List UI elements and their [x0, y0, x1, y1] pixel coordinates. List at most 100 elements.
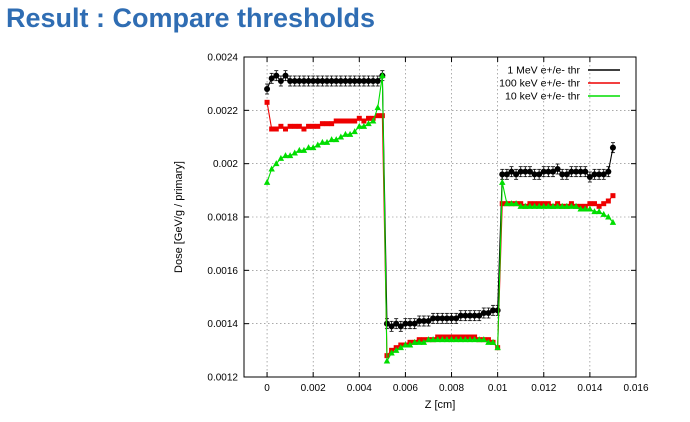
data-point — [480, 310, 487, 316]
series-3 — [263, 72, 617, 364]
data-point — [531, 202, 538, 209]
data-point — [323, 138, 331, 145]
data-point — [277, 78, 284, 84]
data-point — [609, 144, 616, 151]
y-tick-label: 0.0022 — [207, 106, 238, 117]
data-point — [508, 168, 515, 175]
data-point — [554, 166, 561, 172]
data-point — [485, 310, 492, 316]
data-point — [305, 78, 312, 84]
data-point — [535, 202, 543, 209]
data-point — [462, 336, 469, 343]
data-point — [568, 168, 575, 175]
data-point — [324, 121, 330, 127]
data-point — [264, 99, 270, 105]
y-tick-label: 0.0014 — [207, 319, 238, 330]
data-point — [374, 78, 381, 84]
data-point — [434, 336, 441, 343]
data-point — [512, 200, 520, 207]
y-tick-label: 0.0018 — [207, 213, 238, 224]
data-point — [310, 78, 317, 84]
data-point — [591, 208, 598, 215]
data-point — [577, 205, 584, 212]
chart-series — [263, 70, 617, 364]
x-tick-label: 0.006 — [393, 383, 418, 394]
data-point — [361, 118, 367, 124]
data-point — [388, 323, 395, 330]
data-point — [356, 78, 363, 84]
data-point — [540, 168, 547, 175]
data-point — [411, 320, 418, 327]
data-point — [609, 218, 617, 225]
data-point — [291, 149, 298, 156]
data-point — [457, 336, 464, 343]
x-tick-label: 0.004 — [347, 383, 372, 394]
data-point — [360, 78, 367, 84]
data-point — [476, 312, 483, 319]
data-point — [610, 193, 616, 199]
data-point — [522, 168, 529, 175]
data-point — [531, 171, 538, 178]
data-point — [577, 168, 584, 175]
data-point — [310, 123, 316, 129]
data-point — [568, 202, 575, 209]
data-point — [346, 130, 354, 137]
data-point — [545, 168, 552, 175]
data-point — [536, 171, 543, 178]
data-point — [499, 201, 505, 207]
data-point — [416, 318, 423, 324]
data-point — [494, 307, 501, 314]
data-point — [503, 200, 511, 207]
data-point — [286, 152, 294, 159]
series-line — [266, 74, 614, 327]
data-point — [388, 349, 395, 356]
data-point — [526, 168, 533, 175]
data-point — [457, 312, 464, 319]
x-tick-label: 0 — [264, 383, 270, 394]
series-1 — [264, 70, 616, 332]
data-point — [324, 78, 331, 84]
data-point — [443, 336, 451, 343]
data-point — [420, 338, 428, 345]
data-point — [296, 146, 303, 153]
data-point — [328, 78, 335, 84]
data-point — [554, 202, 561, 209]
data-point — [306, 123, 312, 129]
data-point — [347, 118, 353, 124]
data-point — [337, 78, 344, 84]
data-point — [383, 357, 391, 364]
data-point — [508, 200, 515, 207]
data-point — [572, 202, 580, 209]
data-point — [287, 78, 294, 84]
data-point — [549, 168, 556, 175]
data-point — [420, 318, 427, 324]
x-axis-label: Z [cm] — [425, 399, 456, 411]
x-tick-label: 0.016 — [623, 383, 648, 394]
data-point — [277, 154, 285, 161]
data-point — [375, 113, 381, 119]
data-point — [526, 202, 534, 209]
data-point — [264, 86, 271, 92]
data-point — [601, 201, 607, 207]
data-point — [263, 178, 271, 185]
data-point — [356, 122, 363, 129]
data-point — [292, 123, 298, 129]
data-point — [269, 126, 275, 132]
data-point — [342, 78, 349, 84]
data-point — [309, 144, 317, 151]
data-point — [559, 171, 566, 178]
data-point — [586, 174, 593, 180]
data-point — [360, 122, 368, 129]
data-point — [397, 344, 404, 351]
data-point — [439, 315, 446, 322]
data-point — [425, 318, 432, 324]
data-point — [300, 146, 308, 153]
data-point — [430, 315, 437, 322]
x-tick-label: 0.012 — [531, 383, 556, 394]
x-tick-label: 0.014 — [577, 383, 602, 394]
data-point — [369, 117, 377, 124]
data-point — [273, 160, 280, 167]
data-point — [559, 202, 566, 209]
data-point — [448, 336, 455, 343]
